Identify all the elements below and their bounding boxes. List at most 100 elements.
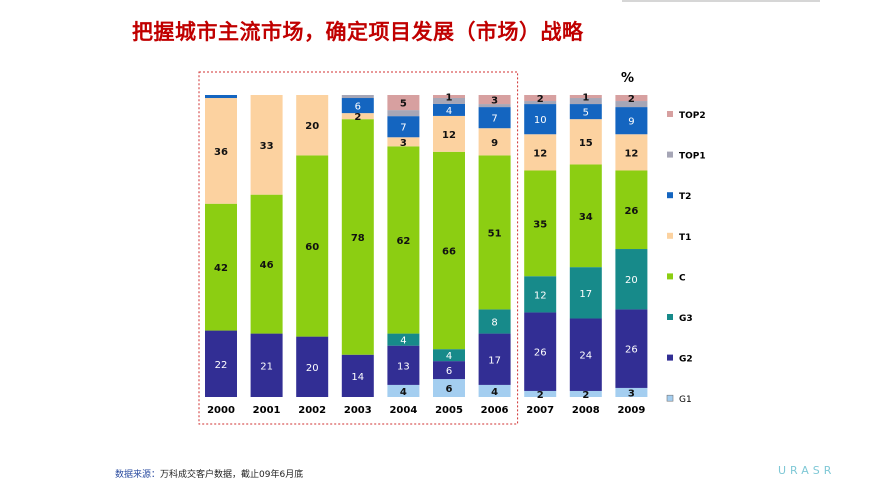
bar-segment-top2-2007	[524, 95, 557, 102]
bar-segment-top2-2009	[615, 95, 648, 102]
bar-segment-t2-2003	[341, 98, 374, 114]
bar-segment-t2-2007	[524, 104, 557, 135]
value-label-t1-2007: 12	[533, 148, 547, 159]
unit-label: %	[621, 71, 635, 86]
value-label-top2-2005: 1	[446, 92, 453, 103]
bar-segment-c-2009	[615, 170, 648, 250]
bar-segment-c-2001	[250, 194, 283, 334]
x-tick-label-2006: 2006	[481, 405, 509, 416]
value-label-t1-2003: 2	[354, 112, 361, 123]
bar-segment-c-2008	[569, 164, 602, 268]
value-label-top2-2004: 5	[400, 99, 407, 110]
value-label-g1-2009: 3	[628, 388, 635, 399]
value-label-t1-2004: 3	[400, 138, 407, 149]
value-label-top2-2006: 3	[491, 96, 498, 107]
bar-segment-top1-2007	[524, 101, 557, 105]
value-label-c-2005: 66	[442, 246, 456, 257]
value-label-c-2003: 78	[351, 233, 365, 244]
legend-label-top1: TOP1	[679, 152, 706, 162]
legend-label-g1: G1	[679, 395, 692, 405]
value-label-c-2007: 35	[533, 219, 547, 230]
bar-segment-c-2007	[524, 170, 557, 277]
bar-segment-top1-2003	[341, 95, 374, 99]
bar-segment-t2-2009	[615, 107, 648, 135]
data-source-text: 万科成交客户数据，截止09年6月底	[160, 470, 304, 480]
bar-segment-g1-2009	[615, 387, 648, 397]
legend-label-t1: T1	[679, 233, 691, 243]
value-label-c-2009: 26	[624, 206, 638, 217]
legend-swatch-c	[667, 273, 673, 280]
bar-segment-t2-2008	[569, 104, 602, 120]
value-label-g1-2008: 2	[582, 390, 589, 401]
value-label-g2-2005: 6	[446, 366, 452, 377]
data-source-label: 数据来源：	[115, 470, 161, 480]
value-label-g2-2007: 26	[534, 348, 547, 359]
bar-segment-t1-2009	[615, 134, 648, 171]
legend-label-top2: TOP2	[679, 111, 706, 121]
value-label-g1-2006: 4	[491, 387, 498, 398]
bar-segment-g2-2005	[433, 361, 465, 380]
bar-segment-g3-2005	[433, 349, 465, 362]
value-label-c-2006: 51	[488, 228, 502, 239]
bar-segment-top1-2009	[615, 101, 648, 108]
bar-segment-t1-2005	[433, 115, 465, 152]
value-label-c-2004: 62	[396, 236, 410, 247]
bar-segment-c-2003	[341, 119, 374, 355]
legend-label-t2: T2	[679, 192, 691, 202]
bar-segment-t1-2003	[341, 113, 374, 120]
value-label-t2-2007: 10	[534, 115, 547, 126]
legend-swatch-g1	[666, 394, 674, 402]
x-tick-label-2000: 2000	[207, 405, 235, 416]
legend-swatch-top2	[667, 111, 673, 117]
bar-segment-g2-2001	[250, 333, 283, 397]
highlight-box	[198, 71, 519, 425]
bar-segment-g3-2009	[615, 249, 648, 310]
bar-segment-g3-2008	[569, 267, 602, 319]
bar-segment-top1-2004	[387, 110, 420, 117]
bar-segment-top2-2006	[478, 95, 511, 105]
value-label-g2-2006: 17	[488, 355, 501, 366]
x-tick-label-2001: 2001	[253, 405, 281, 416]
value-label-t2-2008: 5	[583, 108, 589, 119]
company-logo: URASR	[778, 464, 836, 477]
x-tick-labels: 2000 2001 2002 2003 2004 2005 2006 2007 2008 2009	[207, 405, 645, 416]
bar-segment-g1-2004	[387, 384, 420, 397]
value-label-c-2000: 42	[214, 263, 228, 274]
value-label-t1-2002: 20	[305, 121, 319, 132]
value-label-g2-2000: 22	[215, 360, 228, 371]
value-label-t1-2001: 33	[260, 141, 274, 152]
value-label-g3-2008: 17	[579, 289, 592, 300]
bar-segment-t2-2005	[433, 103, 465, 116]
value-label-t2-2006: 7	[491, 114, 497, 125]
bar-segment-c-2006	[478, 155, 511, 310]
legend-swatch-top1	[667, 151, 673, 158]
bar-segment-g1-2005	[433, 379, 465, 397]
bar-segment-g2-2008	[569, 318, 602, 391]
bar-segment-top1-2005	[433, 97, 465, 104]
legend-label-g2: G2	[679, 355, 693, 365]
value-label-t1-2006: 9	[491, 138, 498, 149]
value-labels-group: 2242362146332060201478264134623756646612…	[214, 92, 638, 400]
bar-segment-g2-2009	[615, 309, 648, 388]
bar-segment-g3-2006	[478, 309, 511, 334]
value-label-t2-2003: 6	[355, 102, 361, 113]
bar-segment-t2-2000	[205, 95, 237, 99]
bar-segment-g1-2008	[569, 390, 602, 397]
bar-segment-top2-2005	[433, 95, 465, 98]
value-label-g1-2004: 4	[400, 387, 407, 398]
bar-segment-top1-2008	[569, 98, 602, 105]
bar-segment-top1-2006	[478, 104, 511, 108]
legend-label-c: C	[679, 273, 686, 283]
value-label-g2-2008: 24	[579, 351, 592, 362]
x-tick-label-2004: 2004	[389, 405, 417, 416]
legend-swatch-t2	[667, 192, 673, 199]
value-label-g2-2003: 14	[351, 372, 364, 383]
bar-segment-t1-2002	[296, 95, 329, 156]
bar-segment-t1-2006	[478, 128, 511, 156]
bar-segment-t1-2000	[205, 98, 237, 204]
bar-segment-c-2005	[433, 151, 465, 350]
bar-segment-g2-2006	[478, 333, 511, 385]
value-label-g2-2001: 21	[260, 361, 273, 372]
legend-swatch-g3	[667, 314, 673, 320]
